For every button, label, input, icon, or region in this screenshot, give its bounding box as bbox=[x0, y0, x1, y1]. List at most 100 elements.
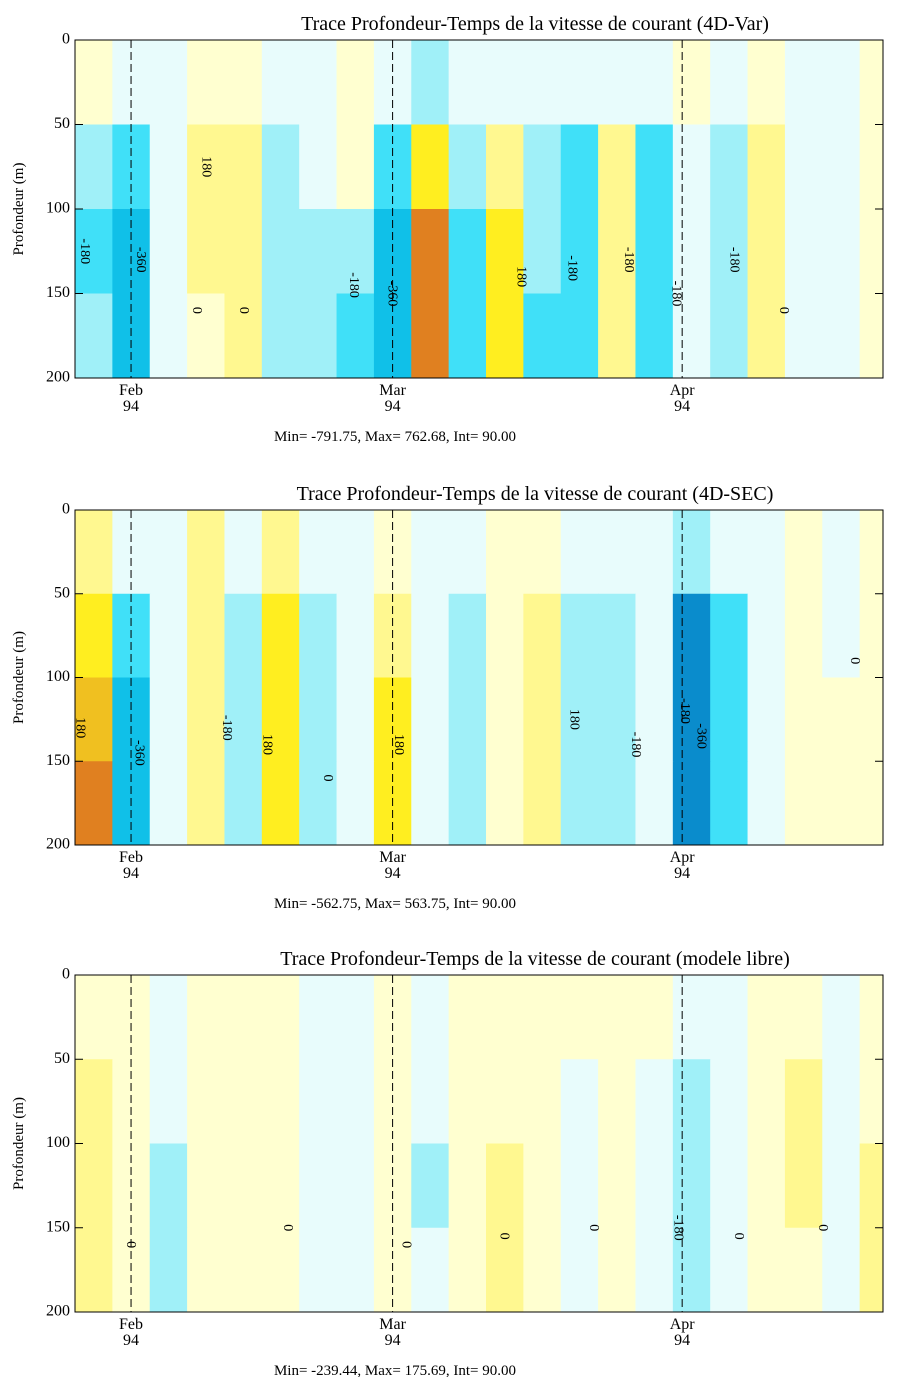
contour-cell bbox=[560, 1059, 599, 1144]
contour-cell bbox=[635, 593, 674, 678]
contour-cell bbox=[448, 677, 487, 762]
contour-cell bbox=[635, 124, 674, 210]
contour-cell bbox=[187, 40, 225, 125]
contour-cell bbox=[523, 293, 562, 378]
x-tick-label: Mar 94 bbox=[379, 1316, 406, 1349]
contour-cell bbox=[598, 124, 636, 210]
contour-cell bbox=[710, 124, 749, 210]
contour-cell bbox=[411, 293, 450, 378]
contour-cell bbox=[261, 1227, 300, 1312]
contour-cell bbox=[598, 975, 636, 1060]
contour-cell bbox=[486, 209, 524, 294]
contour-cell bbox=[523, 761, 562, 845]
contour-cell bbox=[224, 1227, 263, 1312]
contour-cell bbox=[859, 975, 883, 1060]
contour-cell bbox=[635, 677, 674, 762]
y-axis-title: Profondeur (m) bbox=[11, 1097, 27, 1190]
contour-cell bbox=[261, 510, 300, 595]
contour-cell bbox=[710, 293, 749, 378]
contour-cell bbox=[486, 1059, 524, 1144]
contour-cell bbox=[448, 1227, 487, 1312]
contour-cell bbox=[336, 1059, 375, 1144]
contour-cell bbox=[710, 1059, 749, 1144]
contour-cell bbox=[486, 761, 524, 845]
contour-cell bbox=[75, 293, 113, 378]
contour-label: -360 bbox=[133, 247, 148, 273]
contour-label: 0 bbox=[398, 1241, 413, 1248]
contour-cell bbox=[261, 761, 300, 845]
contour-cell bbox=[411, 510, 450, 595]
contour-label: -180 bbox=[628, 732, 643, 758]
contour-cell bbox=[299, 761, 338, 845]
contour-cell bbox=[261, 1143, 300, 1229]
contour-cell bbox=[523, 1227, 562, 1312]
contour-cell bbox=[822, 677, 861, 762]
contour-cell bbox=[635, 975, 674, 1060]
contour-cell bbox=[672, 293, 711, 378]
y-tick-label: 50 bbox=[54, 115, 70, 132]
contour-cell bbox=[523, 40, 562, 125]
contour-cell bbox=[747, 1059, 786, 1144]
contour-cell bbox=[747, 40, 786, 125]
contour-cell bbox=[672, 1059, 711, 1144]
contour-cell bbox=[486, 293, 524, 378]
contour-cell bbox=[523, 124, 562, 210]
contour-cell bbox=[672, 975, 711, 1060]
contour-cell bbox=[822, 40, 861, 125]
contour-cell bbox=[299, 40, 338, 125]
contour-cell bbox=[859, 1143, 883, 1229]
contour-cell bbox=[75, 1143, 113, 1229]
contour-cell bbox=[486, 975, 524, 1060]
y-tick-label: 100 bbox=[46, 200, 70, 217]
contour-label: 180 bbox=[513, 266, 528, 287]
contour-cell bbox=[859, 677, 883, 762]
contour-cell bbox=[448, 1143, 487, 1229]
contour-cell bbox=[75, 40, 113, 125]
contour-cell bbox=[224, 761, 263, 845]
contour-cell bbox=[635, 1227, 674, 1312]
y-tick-label: 150 bbox=[46, 752, 70, 769]
contour-cell bbox=[784, 209, 823, 294]
contour-cell bbox=[598, 209, 636, 294]
contour-cell bbox=[747, 1143, 786, 1229]
contour-cell bbox=[224, 593, 263, 678]
contour-cell bbox=[560, 510, 599, 595]
contour-label: 180 bbox=[567, 709, 582, 730]
contour-cell bbox=[635, 1143, 674, 1229]
contour-cell bbox=[672, 209, 711, 294]
contour-cell bbox=[149, 40, 188, 125]
chart-title: Trace Profondeur-Temps de la vitesse de … bbox=[297, 483, 774, 505]
contour-cell bbox=[635, 209, 674, 294]
contour-cell bbox=[784, 975, 823, 1060]
x-tick-label: Feb 94 bbox=[119, 1316, 143, 1349]
contour-cell bbox=[149, 593, 188, 678]
contour-cell bbox=[299, 293, 338, 378]
contour-cell bbox=[822, 1059, 861, 1144]
contour-cell bbox=[224, 40, 263, 125]
contour-cell bbox=[822, 1143, 861, 1229]
contour-cell bbox=[75, 593, 113, 678]
contour-cell bbox=[635, 761, 674, 845]
contour-cell bbox=[224, 975, 263, 1060]
contour-cell bbox=[411, 975, 450, 1060]
contour-cell bbox=[187, 677, 225, 762]
contour-cell bbox=[149, 209, 188, 294]
contour-cell bbox=[448, 209, 487, 294]
contour-cell bbox=[710, 761, 749, 845]
contour-cell bbox=[149, 975, 188, 1060]
contour-cell bbox=[336, 293, 375, 378]
contour-cell bbox=[598, 1143, 636, 1229]
contour-cell bbox=[336, 677, 375, 762]
contour-cell bbox=[187, 293, 225, 378]
contour-label: -180 bbox=[726, 247, 741, 273]
contour-cell bbox=[560, 40, 599, 125]
contour-cell bbox=[710, 1227, 749, 1312]
contour-cell bbox=[486, 124, 524, 210]
contour-cell bbox=[747, 1227, 786, 1312]
stats: Min= -562.75, Max= 563.75, Int= 90.00 bbox=[274, 896, 516, 912]
contour-cell bbox=[747, 593, 786, 678]
contour-cell bbox=[299, 975, 338, 1060]
contour-cell bbox=[261, 593, 300, 678]
contour-cell bbox=[784, 510, 823, 595]
contour-label: 0 bbox=[815, 1224, 830, 1231]
